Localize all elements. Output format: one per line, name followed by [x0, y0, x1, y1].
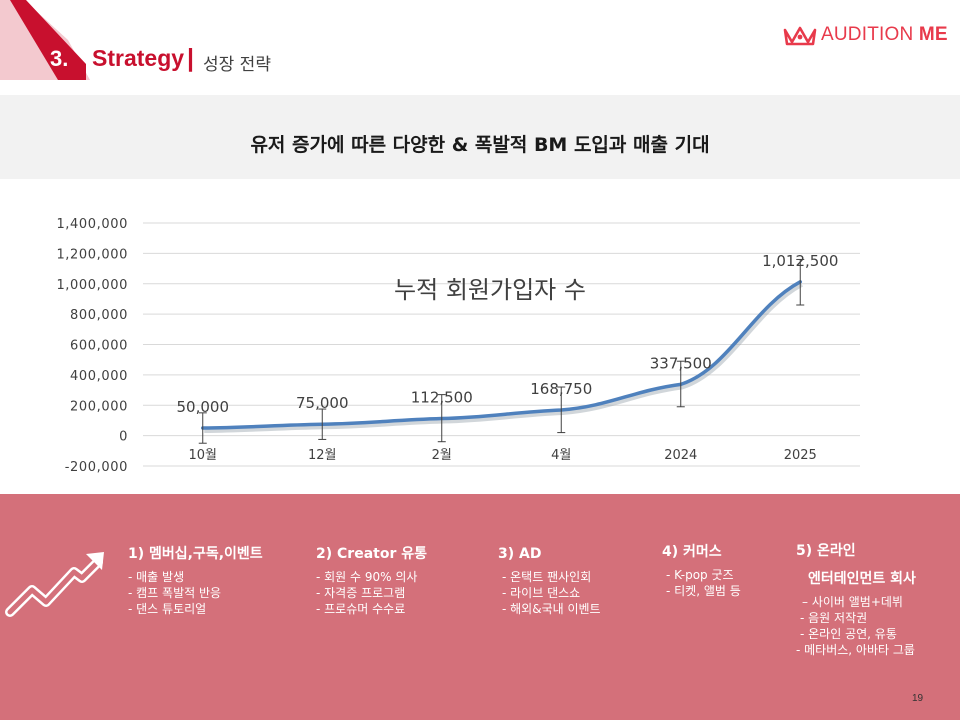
data-label: 50,000 [177, 398, 230, 416]
y-tick-label: 200,000 [70, 399, 128, 414]
strategy-online-entertainment: 5) 온라인 엔터테인먼트 회사 – 사이버 앨범+데뷔 - 음원 저작권 - … [796, 542, 916, 658]
strategy-commerce: 4) 커머스 - K-pop 굿즈 - 티켓, 앨범 등 [662, 543, 741, 599]
x-tick-label: 4월 [551, 448, 571, 463]
strategy-item: - 매출 발생 [128, 570, 185, 584]
strategy-heading: 2) Creator 유통 [316, 546, 427, 562]
strategy-item: - 자격증 프로그램 [316, 586, 406, 600]
y-tick-label: 600,000 [70, 339, 128, 354]
strategy-item: - 온택트 팬사인회 [502, 570, 592, 584]
strategy-item: - 캠프 폭발적 반응 [128, 586, 222, 600]
strategy-item: - 메타버스, 아바타 그룹 [796, 643, 915, 657]
strategy-item: - 댄스 튜토리얼 [128, 602, 207, 616]
strategy-heading-line2: 엔터테인먼트 회사 [808, 571, 916, 587]
x-tick-label: 2월 [432, 448, 452, 463]
y-tick-label: -200,000 [65, 460, 128, 475]
data-label: 337,500 [650, 354, 712, 372]
strategy-item: - 회원 수 90% 의사 [316, 570, 418, 584]
logo-text: AUDITION ME [821, 24, 948, 45]
series-line-shadow [204, 282, 803, 434]
strategy-heading: 4) 커머스 [662, 544, 722, 560]
strategy-item: – 사이버 앨범+데뷔 [802, 595, 903, 609]
x-tick-label: 12월 [308, 448, 337, 463]
strategy-item: - 라이브 댄스쇼 [502, 586, 581, 600]
strategy-ad: 3) AD - 온택트 팬사인회 - 라이브 댄스쇼 - 해외&국내 이벤트 [498, 545, 601, 617]
x-tick-label: 10월 [188, 448, 217, 463]
brand-logo: AUDITION ME [783, 24, 948, 46]
x-tick-label: 2024 [664, 448, 697, 463]
crown-icon [783, 26, 817, 46]
y-tick-label: 1,400,000 [56, 217, 128, 232]
y-tick-label: 800,000 [70, 308, 128, 323]
strategy-heading: 5) 온라인 [796, 543, 856, 559]
section-title: Strategy [92, 45, 185, 71]
strategy-item: - 해외&국내 이벤트 [502, 602, 601, 616]
strategy-item: - 음원 저작권 [800, 611, 868, 625]
strategy-panel [0, 494, 960, 720]
signup-chart: 1,400,000 1,200,000 1,000,000 800,000 600,00… [56, 217, 860, 475]
y-tick-label: 1,200,000 [56, 247, 128, 262]
series-line [201, 280, 802, 430]
strategy-membership: 1) 멤버십,구독,이벤트 - 매출 발생 - 캠프 폭발적 반응 - 댄스 튜… [128, 545, 263, 617]
strategy-heading: 1) 멤버십,구독,이벤트 [128, 546, 263, 562]
corner-decoration [0, 0, 90, 80]
banner-text: 유저 증가에 따른 다양한 & 폭발적 BM 도입과 매출 기대 [250, 134, 710, 156]
data-label: 75,000 [296, 394, 349, 412]
section-number: 3. [50, 46, 69, 71]
chart-title: 누적 회원가입자 수 [394, 276, 586, 304]
y-tick-label: 0 [119, 430, 128, 445]
data-label: 112,500 [411, 389, 473, 407]
strategy-creator: 2) Creator 유통 - 회원 수 90% 의사 - 자격증 프로그램 -… [316, 545, 427, 617]
y-tick-label: 1,000,000 [56, 278, 128, 293]
section-subtitle: 성장 전략 [203, 55, 271, 75]
strategy-heading: 3) AD [498, 546, 542, 562]
banner [0, 95, 960, 179]
strategy-item: - K-pop 굿즈 [666, 568, 734, 582]
data-label: 1,012,500 [762, 252, 838, 270]
growth-arrow-icon [5, 552, 104, 617]
y-tick-label: 400,000 [70, 369, 128, 384]
page-number: 19 [912, 693, 924, 704]
strategy-item: - 온라인 공연, 유통 [800, 627, 897, 641]
strategy-item: - 티켓, 앨범 등 [666, 584, 741, 598]
section-separator: | [187, 44, 194, 72]
strategy-item: - 프로슈머 수수료 [316, 602, 406, 616]
x-tick-label: 2025 [784, 448, 817, 463]
data-label: 168,750 [530, 380, 592, 398]
